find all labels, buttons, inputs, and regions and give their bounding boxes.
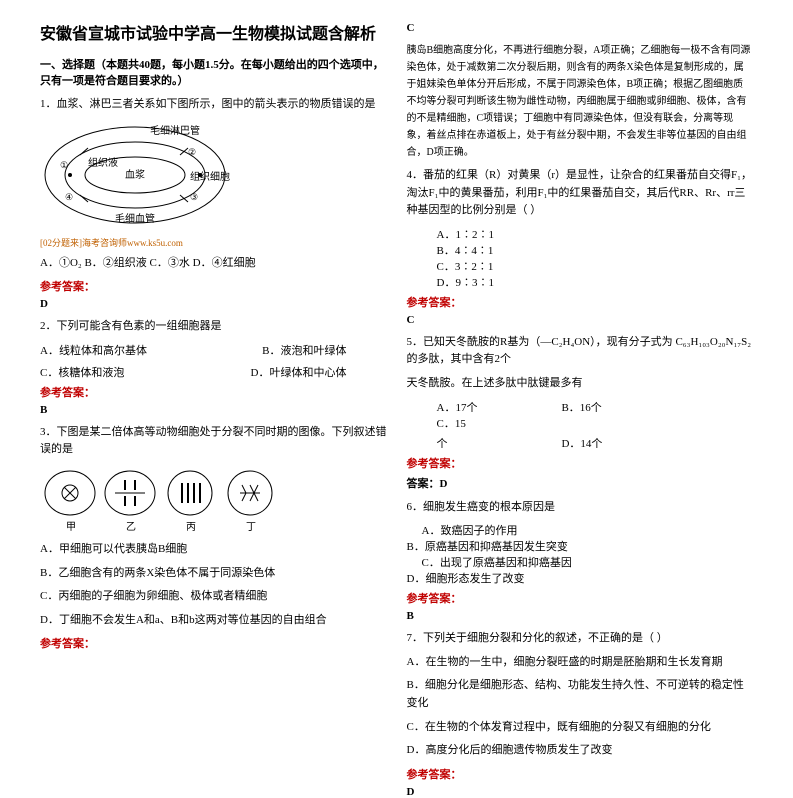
- svg-text:②: ②: [188, 147, 196, 157]
- q7-ans-label: 参考答案：: [407, 766, 754, 782]
- q3-d: D．丁细胞不会发生A和a、B和b这两对等位基因的自由组合: [40, 612, 387, 630]
- q3-b: B．乙细胞含有的两条X染色体不属于同源染色体: [40, 565, 387, 583]
- q5-formula: C₆₃H₁₀₃O₂₀N₁₇S₂: [675, 336, 751, 348]
- q2-a: A．线粒体和高尔基体: [40, 342, 147, 358]
- q5-d2: D．14个: [561, 435, 656, 451]
- q6-c: C．出现了原癌基因和抑癌基因: [407, 554, 563, 570]
- fig1-label-lymph: 毛细淋巴管: [150, 124, 200, 137]
- q6-d: D．细胞形态发生了改变: [407, 570, 580, 586]
- q7-stem: 7．下列关于细胞分裂和分化的叙述，不正确的是（ ）: [407, 630, 754, 648]
- q2-ans-label: 参考答案：: [40, 384, 387, 400]
- q1-fig-note: [02分题来]海考咨询师www.ks5u.com: [40, 236, 387, 249]
- right-column: C 胰岛B细胞高度分化，不再进行细胞分裂，A项正确；乙细胞每一极不含有同源染色体…: [397, 20, 764, 541]
- q5-stem-a: 5．已知天冬酰胺的R基为（—C₂H₄ON），现有分子式为: [407, 336, 673, 348]
- q7-d: D．高度分化后的细胞遗传物质发生了改变: [407, 742, 754, 760]
- section-1-head: 一、选择题（本题共40题，每小题1.5分。在每小题给出的四个选项中，只有一项是符…: [40, 56, 387, 88]
- cell-ding: 丁: [228, 471, 272, 533]
- q3-stem: 3．下图是某二倍体高等动物细胞处于分裂不同时期的图像。下列叙述错误的是: [40, 424, 387, 459]
- q2-d: D．叶绿体和中心体: [251, 364, 347, 380]
- q3-figure: 甲 乙 丙 丁: [40, 465, 280, 535]
- q2-c: C．核糖体和液泡: [40, 364, 124, 380]
- q3-ans: C: [407, 22, 754, 34]
- q1-ans-label: 参考答案：: [40, 278, 387, 294]
- q4-b: B．4∶4∶1: [437, 242, 579, 258]
- fig1-label-cell: 组织细胞: [190, 170, 230, 183]
- q7-b: B．细胞分化是细胞形态、结构、功能发生持久性、不可逆转的稳定性变化: [407, 677, 754, 712]
- q5-ans-label: 参考答案：: [407, 455, 754, 471]
- q5-a: A．17个: [437, 399, 532, 415]
- svg-text:乙: 乙: [126, 521, 136, 533]
- q3-a: A．甲细胞可以代表胰岛B细胞: [40, 541, 387, 559]
- q1-opts: A．①O₂ B．②组织液 C．③水 D．④红细胞: [40, 255, 387, 273]
- q1-figure: 毛细淋巴管 组织液 血浆 毛细血管 组织细胞 ① ② ④ ③: [40, 120, 240, 230]
- q4-d: D．9∶3∶1: [437, 274, 579, 290]
- q5-stem-c: 天冬酰胺。在上述多肽中肽键最多有: [407, 375, 754, 393]
- q4-stem: 4．番茄的红果（R）对黄果（r）是显性，让杂合的红果番茄自交得F₁，淘汰F₁中的…: [407, 167, 754, 220]
- q5-d: 个: [437, 435, 532, 451]
- cell-bing: 丙: [168, 471, 212, 533]
- cell-jia: 甲: [45, 471, 95, 533]
- q5-c: C．15: [437, 415, 532, 431]
- cell-yi: 乙: [105, 471, 155, 533]
- svg-text:①: ①: [60, 160, 68, 170]
- q5-ans: 答案：D: [407, 475, 754, 491]
- q7-ans: D: [407, 786, 754, 798]
- svg-text:④: ④: [65, 192, 73, 202]
- q5-stem: 5．已知天冬酰胺的R基为（—C₂H₄ON），现有分子式为 C₆₃H₁₀₃O₂₀N…: [407, 334, 754, 369]
- q1-stem: 1．血浆、淋巴三者关系如下图所示，图中的箭头表示的物质错误的是: [40, 96, 387, 114]
- q3-ans-label: 参考答案：: [40, 635, 387, 651]
- q6-a: A．致癌因子的作用: [407, 522, 563, 538]
- doc-title: 安徽省宣城市试验中学高一生物模拟试题含解析: [40, 20, 387, 44]
- q4-a: A．1∶2∶1: [437, 226, 579, 242]
- q7-c: C．在生物的个体发育过程中，既有细胞的分裂又有细胞的分化: [407, 719, 754, 737]
- q3-explain: 胰岛B细胞高度分化，不再进行细胞分裂，A项正确；乙细胞每一极不含有同源染色体，处…: [407, 42, 754, 161]
- q4-ans-label: 参考答案：: [407, 294, 754, 310]
- q6-ans-label: 参考答案：: [407, 590, 754, 606]
- q2-b: B．液泡和叶绿体: [262, 342, 346, 358]
- q6-stem: 6．细胞发生癌变的根本原因是: [407, 499, 754, 517]
- fig1-label-plasma: 血浆: [125, 168, 145, 181]
- svg-text:丙: 丙: [186, 522, 196, 533]
- svg-text:甲: 甲: [66, 522, 76, 533]
- q2-ans: B: [40, 404, 387, 416]
- q5-b: B．16个: [561, 399, 656, 415]
- q4-c: C．3∶2∶1: [437, 258, 579, 274]
- q7-a: A．在生物的一生中，细胞分裂旺盛的时期是胚胎期和生长发育期: [407, 654, 754, 672]
- q1-ans: D: [40, 298, 387, 310]
- q6-b: B．原癌基因和抑癌基因发生突变: [407, 538, 580, 554]
- left-column: 安徽省宣城市试验中学高一生物模拟试题含解析 一、选择题（本题共40题，每小题1.…: [30, 20, 397, 541]
- fig1-label-cap: 毛细血管: [115, 212, 155, 225]
- q6-ans: B: [407, 610, 754, 622]
- q2-stem: 2．下列可能含有色素的一组细胞器是: [40, 318, 387, 336]
- q4-ans: C: [407, 314, 754, 326]
- q3-c: C．丙细胞的子细胞为卵细胞、极体或者精细胞: [40, 588, 387, 606]
- svg-text:③: ③: [190, 192, 198, 202]
- svg-text:丁: 丁: [246, 522, 256, 533]
- q5-stem-b: 的多肽，其中含有2个: [407, 353, 512, 365]
- fig1-label-tissue: 组织液: [88, 156, 118, 169]
